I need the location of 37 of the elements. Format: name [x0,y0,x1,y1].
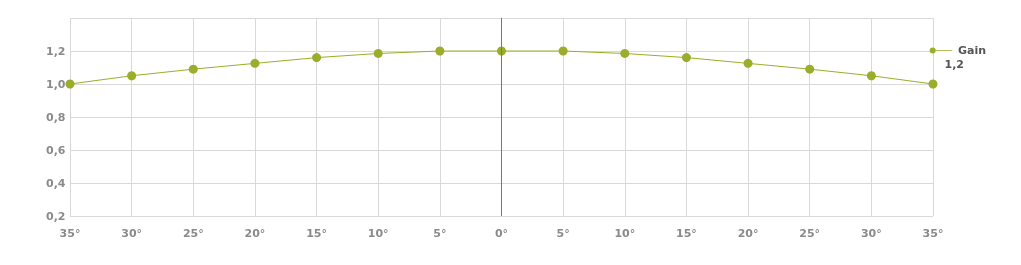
y-tick-label: 1,0 [46,77,66,91]
x-tick-label: 20° [244,227,266,240]
legend-label: Gain [957,44,987,57]
x-tick-label: 35° [922,227,944,240]
y-tick-label: 0,4 [46,176,66,190]
x-tick-label: 30° [121,227,143,240]
x-tick-label: 30° [860,227,882,240]
x-tick-label: 10° [614,227,636,240]
point [743,58,753,68]
x-tick-label: 15° [676,227,697,240]
y-tick-label: 0,6 [46,143,66,157]
x-tick-label: 25° [182,227,204,240]
point [558,46,568,56]
text: 1,2 [944,58,965,71]
x-tick-label: 5° [433,227,447,240]
point [435,46,445,56]
x-tick-label: 35° [59,227,81,240]
x-tick-label: 15° [306,227,327,240]
point [65,79,75,89]
y-tick-label: 1,2 [46,44,66,58]
point [312,53,322,63]
point [250,58,260,68]
x-tick-label: 10° [367,227,389,240]
point [805,64,815,74]
y-tick-label: 0,2 [46,209,66,223]
point [127,71,137,81]
point [928,79,938,89]
x-tick-label: 5° [556,227,570,240]
point [866,71,876,81]
point [373,48,383,58]
x-tick-label: 0° [494,227,509,240]
x-tick-label: 20° [737,227,759,240]
point [188,64,198,74]
y-tick-label: 0,8 [46,110,66,124]
point [681,53,691,63]
point [620,48,630,58]
x-tick-label: 25° [799,227,821,240]
